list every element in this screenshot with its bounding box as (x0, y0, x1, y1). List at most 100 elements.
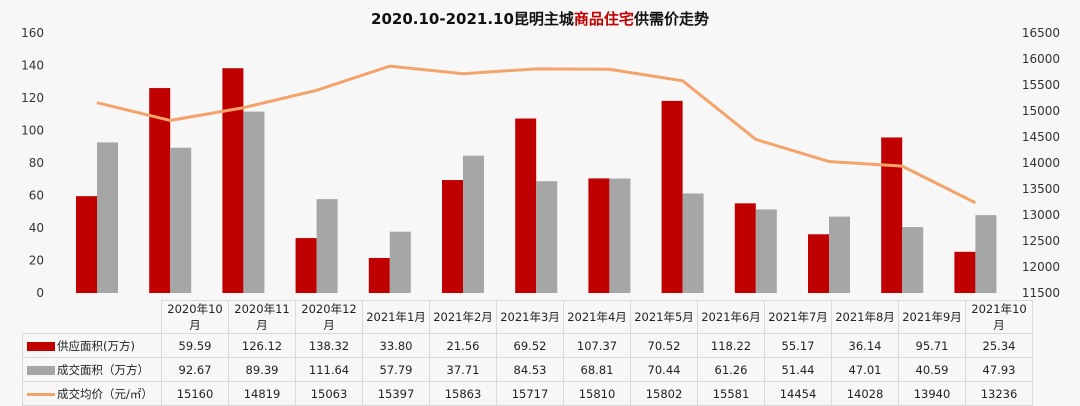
table-cell: 55.17 (764, 333, 832, 358)
left-axis-tick: 160 (21, 26, 44, 40)
table-cell: 25.34 (965, 333, 1033, 358)
table-cell: 111.64 (295, 357, 363, 382)
title-part2: 供需价走势 (633, 10, 709, 28)
table-cell: 68.81 (563, 357, 631, 382)
table-cell: 14454 (764, 381, 832, 406)
table-cell: 37.71 (429, 357, 497, 382)
supply-bar (295, 238, 317, 293)
right-axis-tick: 16000 (1022, 52, 1060, 66)
left-axis-tick: 100 (21, 124, 44, 138)
supply-bar (368, 257, 390, 293)
left-axis-tick: 120 (21, 91, 44, 105)
legend-entry: 供应面积(万方) (22, 333, 162, 358)
table-cell: 13236 (965, 381, 1033, 406)
table-cell: 15160 (161, 381, 229, 406)
legend-label: 供应面积(万方) (57, 338, 135, 353)
legend-entry: 成交均价（元/㎡） (22, 381, 162, 406)
table-cell: 89.39 (228, 357, 296, 382)
price-line (96, 64, 977, 205)
legend-bar-swatch (27, 341, 55, 351)
plot-area: 0 20 40 60 80 100 120 140 160 11500 12000 12500 1300… (21, 26, 1060, 300)
deal-bar (243, 111, 265, 294)
supply-bar (222, 68, 244, 293)
left-axis-tick: 140 (21, 59, 44, 73)
table-header-cell: 2021年7月 (764, 300, 832, 334)
deal-bar (97, 142, 118, 293)
deal-bar (170, 147, 192, 293)
legend-bar-swatch (27, 365, 55, 375)
right-axis-tick: 14500 (1022, 130, 1060, 144)
legend-label: 成交面积（万方） (57, 362, 149, 377)
right-axis-tick: 13500 (1022, 182, 1060, 196)
table-header-cell: 2021年6月 (697, 300, 765, 334)
table-cell: 59.59 (161, 333, 229, 358)
table-cell: 107.37 (563, 333, 631, 358)
table-cell: 15717 (496, 381, 564, 406)
table-row: 成交均价（元/㎡） 15160 14819 15063 15397 15863 15717 1… (22, 381, 1033, 406)
deal-bar (755, 209, 777, 293)
table-row: 供应面积(万方) 59.59 126.12 138.32 33.80 21.56 69.52… (22, 333, 1033, 358)
table-cell: 15581 (697, 381, 765, 406)
table-cell: 15397 (362, 381, 430, 406)
deal-bar (975, 215, 997, 293)
right-axis-tick: 12000 (1022, 260, 1060, 274)
table-cell: 47.93 (965, 357, 1033, 382)
table-cell: 70.52 (630, 333, 698, 358)
supply-bar (515, 118, 537, 294)
table-cell: 118.22 (697, 333, 765, 358)
right-axis-tick: 13000 (1022, 208, 1060, 222)
deal-bar (389, 231, 411, 293)
table-cell: 61.26 (697, 357, 765, 382)
right-axis-tick: 16500 (1022, 26, 1060, 40)
left-axis-tick: 20 (29, 254, 44, 268)
table-row: 成交面积（万方） 92.67 89.39 111.64 57.79 37.71 84.53 6… (22, 357, 1033, 382)
table-cell: 51.44 (764, 357, 832, 382)
deal-bar (609, 178, 631, 293)
supply-bar (76, 196, 97, 293)
table-cell: 40.59 (898, 357, 966, 382)
table-header-cell: 2021年2月 (429, 300, 497, 334)
table-cell: 13940 (898, 381, 966, 406)
table-cell: 15802 (630, 381, 698, 406)
right-axis-tick: 15500 (1022, 78, 1060, 92)
table-cell: 47.01 (831, 357, 899, 382)
supply-bar (149, 88, 171, 294)
deal-bar (902, 227, 924, 293)
supply-bar (881, 137, 903, 293)
table-header-cell: 2021年9月 (898, 300, 966, 334)
table-cell: 21.56 (429, 333, 497, 358)
table-header-cell: 2021年3月 (496, 300, 564, 334)
table-header-cell: 2021年8月 (831, 300, 899, 334)
table-cell: 69.52 (496, 333, 564, 358)
legend-line-swatch (27, 392, 55, 396)
table-cell: 57.79 (362, 357, 430, 382)
table-header-row: 2020年10月 2020年11月 2020年12月 2021年1月 2021年2月 20… (22, 300, 1033, 334)
table-cell: 36.14 (831, 333, 899, 358)
right-axis-tick: 14000 (1022, 156, 1060, 170)
supply-bar (808, 234, 829, 293)
deal-bar (316, 199, 338, 293)
right-axis-tick: 12500 (1022, 234, 1060, 248)
left-axis-tick: 80 (29, 156, 44, 170)
table-cell: 138.32 (295, 333, 363, 358)
table-header-cell: 2021年5月 (630, 300, 698, 334)
table-header-cell: 2021年10月 (965, 300, 1033, 334)
table-header-cell: 2021年4月 (563, 300, 631, 334)
table-cell: 84.53 (496, 357, 564, 382)
table-header-cell: 2020年11月 (228, 300, 296, 334)
table-cell: 14028 (831, 381, 899, 406)
table-header-cell: 2021年1月 (362, 300, 430, 334)
right-axis-tick: 11500 (1022, 286, 1060, 300)
legend-label: 成交均价（元/㎡） (57, 386, 153, 401)
deal-bar (536, 181, 558, 293)
supply-bar (442, 180, 463, 293)
title-part1: 2020.10-2021.10昆明主城 (371, 10, 574, 28)
data-table: 2020年10月 2020年11月 2020年12月 2021年1月 2021年2月 20… (22, 300, 1033, 406)
table-header-cell: 2020年10月 (161, 300, 229, 334)
table-cell: 15863 (429, 381, 497, 406)
table-header-cell: 2020年12月 (295, 300, 363, 334)
left-axis-tick: 60 (29, 189, 44, 203)
table-cell: 14819 (228, 381, 296, 406)
table-corner (22, 300, 162, 334)
